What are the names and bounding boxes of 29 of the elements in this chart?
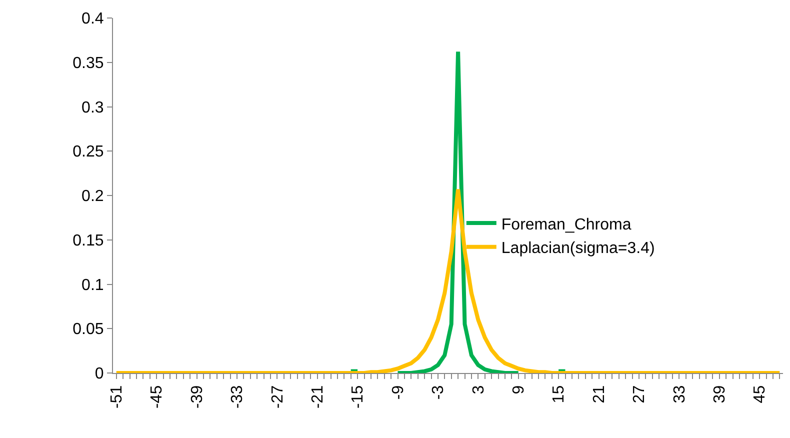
x-tick-label: 27 xyxy=(631,385,648,404)
x-tick-label: -33 xyxy=(229,385,246,409)
x-tick-label: 33 xyxy=(671,385,688,404)
y-tick-label: 0.1 xyxy=(82,276,104,294)
line-series xyxy=(114,187,782,373)
legend-label: Laplacian(sigma=3.4) xyxy=(501,240,655,258)
x-tick-label: -27 xyxy=(269,385,286,409)
y-tick-label: 0.2 xyxy=(82,188,104,206)
x-tick-label: -21 xyxy=(310,385,327,409)
x-tick-label: -9 xyxy=(390,385,407,400)
x-tick-label: 3 xyxy=(470,385,488,394)
y-tick-label: 0.05 xyxy=(72,321,104,338)
x-tick-label: -51 xyxy=(108,385,126,409)
x-tick-label: -15 xyxy=(350,385,367,409)
x-tick-label: 21 xyxy=(590,385,608,404)
y-tick-label: 0 xyxy=(94,366,104,383)
x-tick-label: -3 xyxy=(430,385,448,400)
x-tick-label: 39 xyxy=(712,385,729,404)
x-tick-label: -45 xyxy=(148,385,166,409)
x-tick-label: 9 xyxy=(510,385,528,394)
x-tick-label: 15 xyxy=(550,385,568,404)
y-tick-label: 0.35 xyxy=(72,54,104,72)
x-tick-label: -39 xyxy=(188,385,206,409)
legend-label: Foreman_Chroma xyxy=(501,216,632,234)
y-tick-label: 0.25 xyxy=(72,144,104,161)
y-tick-label: 0.15 xyxy=(72,232,104,250)
y-tick-label: 0.4 xyxy=(82,10,104,28)
x-tick-label: 45 xyxy=(752,385,769,404)
y-tick-label: 0.3 xyxy=(82,99,104,116)
